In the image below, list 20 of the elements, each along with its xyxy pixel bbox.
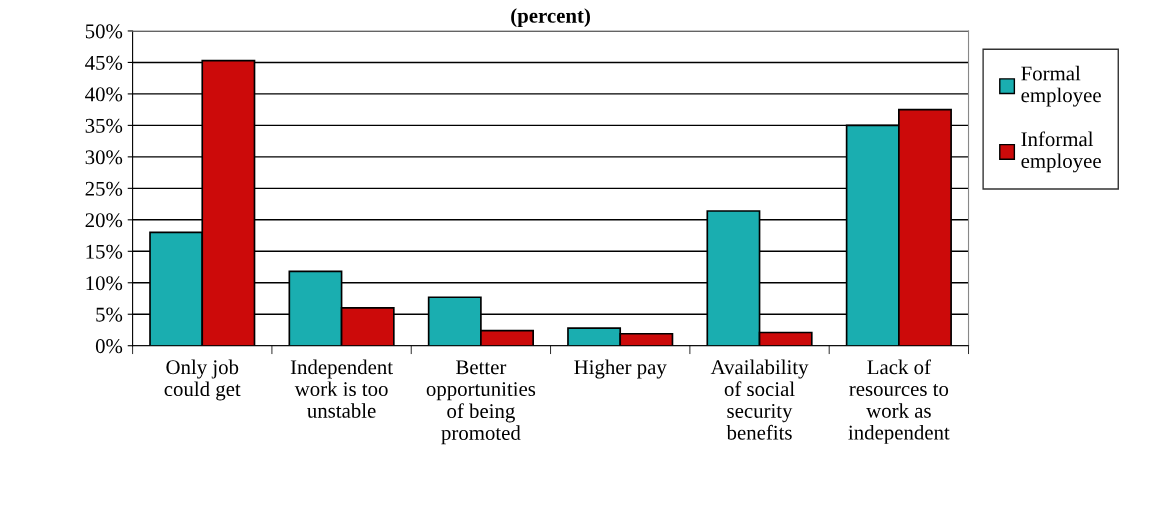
x-tick-label: Independent work is too unstable: [290, 359, 393, 418]
y-tick-label: 35%: [85, 118, 123, 133]
y-tick-label: 30%: [85, 150, 123, 165]
y-tick-label: 15%: [86, 244, 123, 259]
y-tick-label: 0%: [95, 339, 123, 354]
chart-title: (percent): [511, 8, 590, 28]
y-tick-label: 20%: [85, 213, 123, 228]
x-tick-label: Better opportunities of being promoted: [426, 360, 536, 445]
x-tick-label: Only job could get: [164, 359, 241, 401]
legend-label: Formal employee: [1021, 65, 1101, 107]
y-tick-label: 10%: [86, 276, 123, 291]
y-tick-label: 5%: [96, 307, 123, 322]
legend-label: Informal employee: [1021, 131, 1101, 173]
y-tick-label: 40%: [85, 87, 123, 102]
y-tick-label: 25%: [85, 181, 123, 196]
y-tick-label: 50%: [85, 24, 123, 39]
y-tick-label: 45%: [85, 55, 123, 70]
x-tick-label: Higher pay: [574, 359, 667, 379]
x-tick-label: Availability of social security benefits: [710, 359, 809, 440]
x-tick-label: Lack of resources to work as independent: [848, 359, 950, 444]
